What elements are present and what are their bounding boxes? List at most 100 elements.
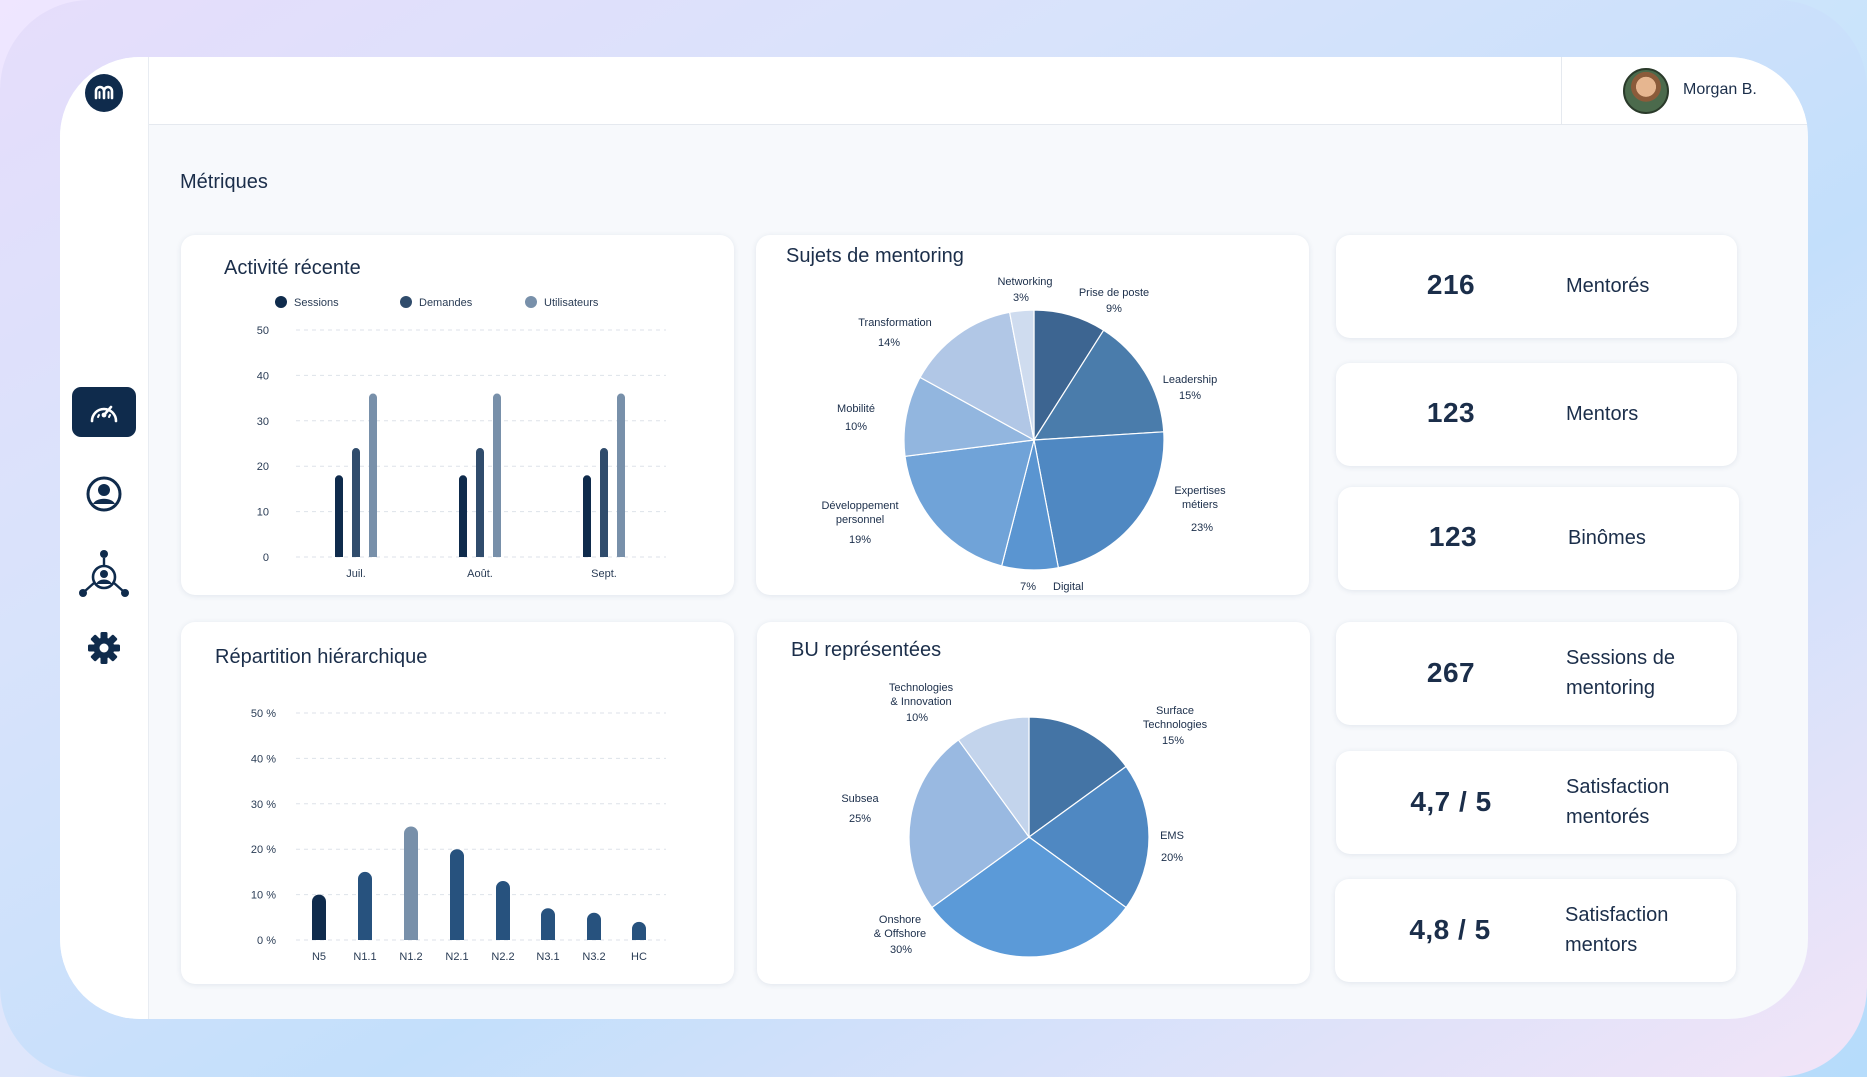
y-tick-label: 0 % [257, 935, 276, 947]
y-tick-label: 10 [257, 507, 269, 519]
slice-percent: 10% [845, 421, 867, 433]
pie-slice [904, 439, 1035, 567]
metric-value: 123 [1426, 397, 1476, 428]
bar [587, 912, 601, 940]
metric-label: Satisfaction mentorés [1566, 776, 1670, 828]
slice-label: Onshore [879, 914, 921, 926]
y-tick-label: 0 [263, 552, 269, 564]
bar-utilisateurs [617, 393, 625, 557]
slice-percent: 19% [849, 534, 871, 546]
x-tick-label: Sept. [591, 568, 617, 580]
metric-card-satisfaction-mentors: 4,8 / 5 Satisfaction mentors [1335, 879, 1736, 982]
x-tick-label: N5 [312, 951, 326, 963]
bar-demandes [476, 448, 484, 557]
x-tick-label: HC [631, 951, 647, 963]
legend-label: Demandes [419, 297, 473, 309]
metric-value: 216 [1426, 269, 1476, 300]
slice-label: Leadership [1163, 374, 1217, 386]
pie-slice [1033, 431, 1165, 569]
pie-slice [1008, 309, 1035, 441]
nav-network[interactable] [72, 550, 136, 600]
slice-label: Surface [1156, 705, 1194, 717]
hierarchy-card: Répartition hiérarchique 0 % 10 % 20 % 30 %… [181, 622, 734, 984]
slice-percent: 23% [1191, 522, 1213, 534]
slice-label: Expertises [1174, 485, 1226, 497]
user-circle-icon [86, 476, 122, 512]
speedometer-icon [90, 405, 118, 423]
y-tick-label: 20 % [251, 844, 276, 856]
bar [312, 894, 326, 940]
metric-card-mentores: 216 Mentorés [1336, 235, 1737, 338]
y-tick-label: 20 [257, 461, 269, 473]
slice-percent: 15% [1162, 735, 1184, 747]
user-name[interactable]: Morgan B. [1683, 81, 1757, 98]
bu-card: BU représentées Surface Technologies 15% EM… [757, 622, 1310, 984]
hierarchy-title: Répartition hiérarchique [215, 646, 428, 668]
metric-label: Binômes [1568, 527, 1646, 549]
nav-profile[interactable] [72, 469, 136, 519]
metric-label: Mentorés [1566, 275, 1650, 297]
metric-value: 4,7 / 5 [1410, 786, 1492, 817]
activity-title: Activité récente [224, 257, 361, 279]
bar [632, 921, 646, 940]
slice-percent: 3% [1013, 292, 1029, 304]
metric-card-sessions: 267 Sessions de mentoring [1336, 622, 1737, 725]
pie-slice [908, 739, 1030, 909]
legend-label: Sessions [294, 297, 339, 309]
topbar: Morgan B. [149, 57, 1808, 125]
nav-dashboard[interactable] [72, 387, 136, 437]
slice-label: Subsea [841, 793, 879, 805]
y-tick-label: 50 % [251, 708, 276, 720]
metric-card-binomes: 123 Binômes [1338, 487, 1739, 590]
pie-slice [1028, 716, 1127, 839]
nav-settings[interactable] [72, 623, 136, 673]
x-tick-label: N1.1 [353, 951, 376, 963]
y-tick-label: 40 % [251, 753, 276, 765]
x-tick-label: Juil. [346, 568, 366, 580]
bar-sessions [583, 475, 591, 557]
app-logo[interactable] [85, 74, 123, 112]
y-tick-label: 10 % [251, 890, 276, 902]
legend-marker [525, 296, 537, 308]
y-tick-label: 50 [257, 325, 269, 337]
slice-percent: 9% [1106, 303, 1122, 315]
legend-marker [400, 296, 412, 308]
x-tick-label: Août. [467, 568, 493, 580]
slice-label: Prise de poste [1079, 287, 1149, 299]
slice-label: Technologies [1143, 719, 1208, 731]
bar [541, 908, 555, 940]
x-tick-label: N1.2 [399, 951, 422, 963]
logo-icon [94, 85, 114, 100]
slice-label: & Offshore [874, 928, 926, 940]
metric-label: Satisfaction mentors [1565, 904, 1669, 956]
pie-slice [931, 836, 1127, 958]
bar-demandes [352, 448, 360, 557]
metric-value: 267 [1426, 657, 1476, 688]
pie-slice [957, 716, 1030, 839]
x-tick-label: N3.2 [582, 951, 605, 963]
activity-chart: Sessions Demandes Utilisateurs 0 10 20 30 40 50 J… [257, 296, 666, 580]
bar [404, 826, 418, 940]
sidebar [60, 57, 149, 1019]
bu-pie-chart: Surface Technologies 15% EMS 20% Onshore & Off… [841, 682, 1208, 958]
slice-label: Mobilité [837, 403, 875, 415]
slice-percent: 15% [1179, 390, 1201, 402]
topics-pie-chart: Prise de poste 9% Leadership 15% Expertises m… [821, 276, 1226, 593]
y-tick-label: 30 [257, 416, 269, 428]
page-title: Métriques [180, 171, 268, 193]
slice-label: & Innovation [890, 696, 951, 708]
avatar[interactable] [1623, 68, 1669, 114]
x-tick-label: N2.2 [491, 951, 514, 963]
topbar-divider [1561, 57, 1562, 125]
topics-card: Sujets de mentoring Prise de poste 9% Lead… [756, 235, 1309, 595]
slice-percent: 7% [1020, 581, 1036, 593]
slice-label: métiers [1182, 499, 1219, 511]
slice-percent: 20% [1161, 852, 1183, 864]
bar-sessions [335, 475, 343, 557]
bar-utilisateurs [369, 393, 377, 557]
network-icon [79, 550, 129, 597]
bar [358, 871, 372, 940]
bar-utilisateurs [493, 393, 501, 557]
app-window: Morgan B. Métriques Activité récente Ses… [60, 57, 1808, 1019]
bar-sessions [459, 475, 467, 557]
